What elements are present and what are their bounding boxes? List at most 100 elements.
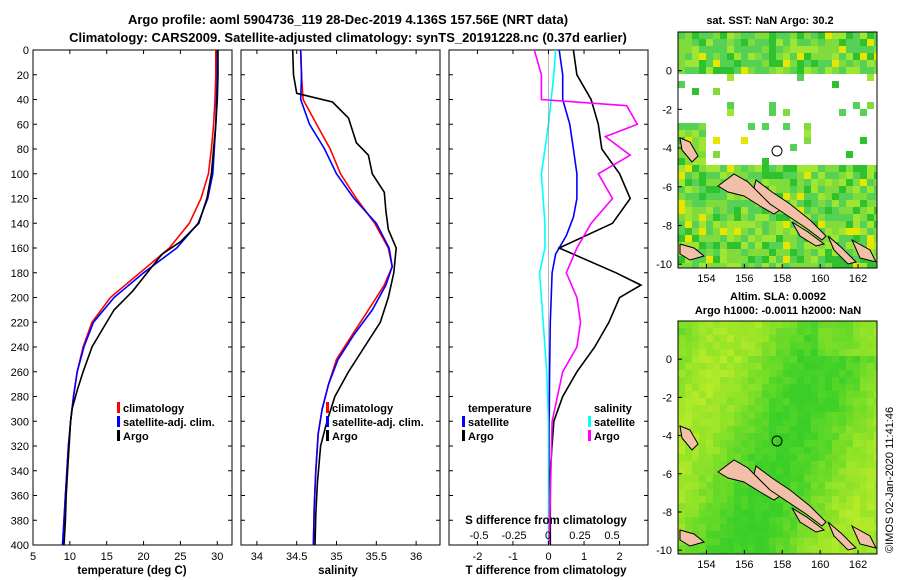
map-cell: [769, 531, 776, 538]
map-y-tick-label: -4: [662, 143, 672, 155]
sla-map-field: [678, 321, 877, 554]
map-cell: [755, 433, 762, 440]
map-cell: [853, 214, 860, 221]
map-cell: [762, 524, 769, 531]
map-cell: [853, 32, 860, 39]
map-cell: [769, 468, 776, 475]
map-cell: [860, 440, 867, 447]
map-cell: [685, 475, 692, 482]
map-cell: [678, 538, 685, 545]
map-cell: [832, 53, 839, 60]
map-cell: [860, 109, 867, 116]
map-cell: [811, 256, 818, 263]
map-cell: [804, 426, 811, 433]
map-cell: [706, 242, 713, 249]
map-cell: [832, 179, 839, 186]
map-cell: [825, 39, 832, 46]
map-cell: [692, 67, 699, 74]
map-cell: [818, 342, 825, 349]
map-cell: [783, 335, 790, 342]
map-cell: [874, 405, 877, 412]
map-cell: [825, 531, 832, 538]
map-cell: [678, 193, 685, 200]
map-cell: [748, 335, 755, 342]
map-cell: [839, 510, 846, 517]
map-cell: [867, 342, 874, 349]
map-cell: [762, 172, 769, 179]
map-cell: [867, 545, 874, 552]
map-cell: [860, 256, 867, 263]
map-cell: [678, 440, 685, 447]
map-cell: [706, 200, 713, 207]
map-cell: [720, 46, 727, 53]
map-cell: [762, 377, 769, 384]
map-cell: [776, 419, 783, 426]
map-cell: [825, 489, 832, 496]
map-cell: [783, 123, 790, 130]
map-cell: [846, 186, 853, 193]
map-cell: [741, 370, 748, 377]
map-cell: [734, 531, 741, 538]
map-cell: [811, 172, 818, 179]
map-cell: [685, 517, 692, 524]
s-tick-label: 0.5: [604, 530, 619, 542]
map-cell: [846, 461, 853, 468]
map-cell: [867, 221, 874, 228]
map-cell: [699, 384, 706, 391]
series-line-argo: [63, 50, 219, 545]
map-cell: [734, 221, 741, 228]
map-cell: [860, 207, 867, 214]
map-cell: [860, 165, 867, 172]
map-cell: [811, 454, 818, 461]
x-tick-label: 1: [581, 551, 587, 563]
map-cell: [727, 256, 734, 263]
map-cell: [839, 433, 846, 440]
map-cell: [755, 419, 762, 426]
map-cell: [783, 454, 790, 461]
map-cell: [727, 398, 734, 405]
map-cell: [839, 419, 846, 426]
map-cell: [748, 32, 755, 39]
map-cell: [776, 426, 783, 433]
map-cell: [818, 426, 825, 433]
x-tick-label: 34: [251, 551, 263, 563]
map-cell: [860, 228, 867, 235]
x-tick-label: 35: [330, 551, 342, 563]
map-cell: [790, 538, 797, 545]
map-cell: [818, 335, 825, 342]
map-cell: [804, 256, 811, 263]
map-cell: [713, 263, 720, 268]
map-cell: [734, 235, 741, 242]
map-cell: [776, 356, 783, 363]
map-cell: [748, 405, 755, 412]
map-cell: [685, 200, 692, 207]
map-cell: [713, 200, 720, 207]
map-cell: [755, 545, 762, 552]
map-cell: [874, 165, 877, 172]
map-cell: [853, 419, 860, 426]
map-cell: [685, 524, 692, 531]
map-cell: [769, 412, 776, 419]
map-cell: [811, 545, 818, 552]
map-cell: [839, 60, 846, 67]
map-cell: [741, 60, 748, 67]
map-cell: [818, 482, 825, 489]
map-cell: [804, 405, 811, 412]
map-cell: [741, 53, 748, 60]
map-cell: [685, 468, 692, 475]
map-cell: [769, 165, 776, 172]
map-cell: [685, 384, 692, 391]
map-cell: [874, 447, 877, 454]
map-cell: [734, 60, 741, 67]
map-cell: [776, 214, 783, 221]
map-cell: [699, 447, 706, 454]
map-cell: [825, 440, 832, 447]
map-cell: [867, 74, 874, 81]
map-cell: [734, 321, 741, 328]
map-cell: [692, 552, 699, 554]
map-cell: [846, 426, 853, 433]
map-cell: [867, 412, 874, 419]
map-cell: [720, 552, 727, 554]
map-cell: [867, 552, 874, 554]
map-cell: [860, 447, 867, 454]
